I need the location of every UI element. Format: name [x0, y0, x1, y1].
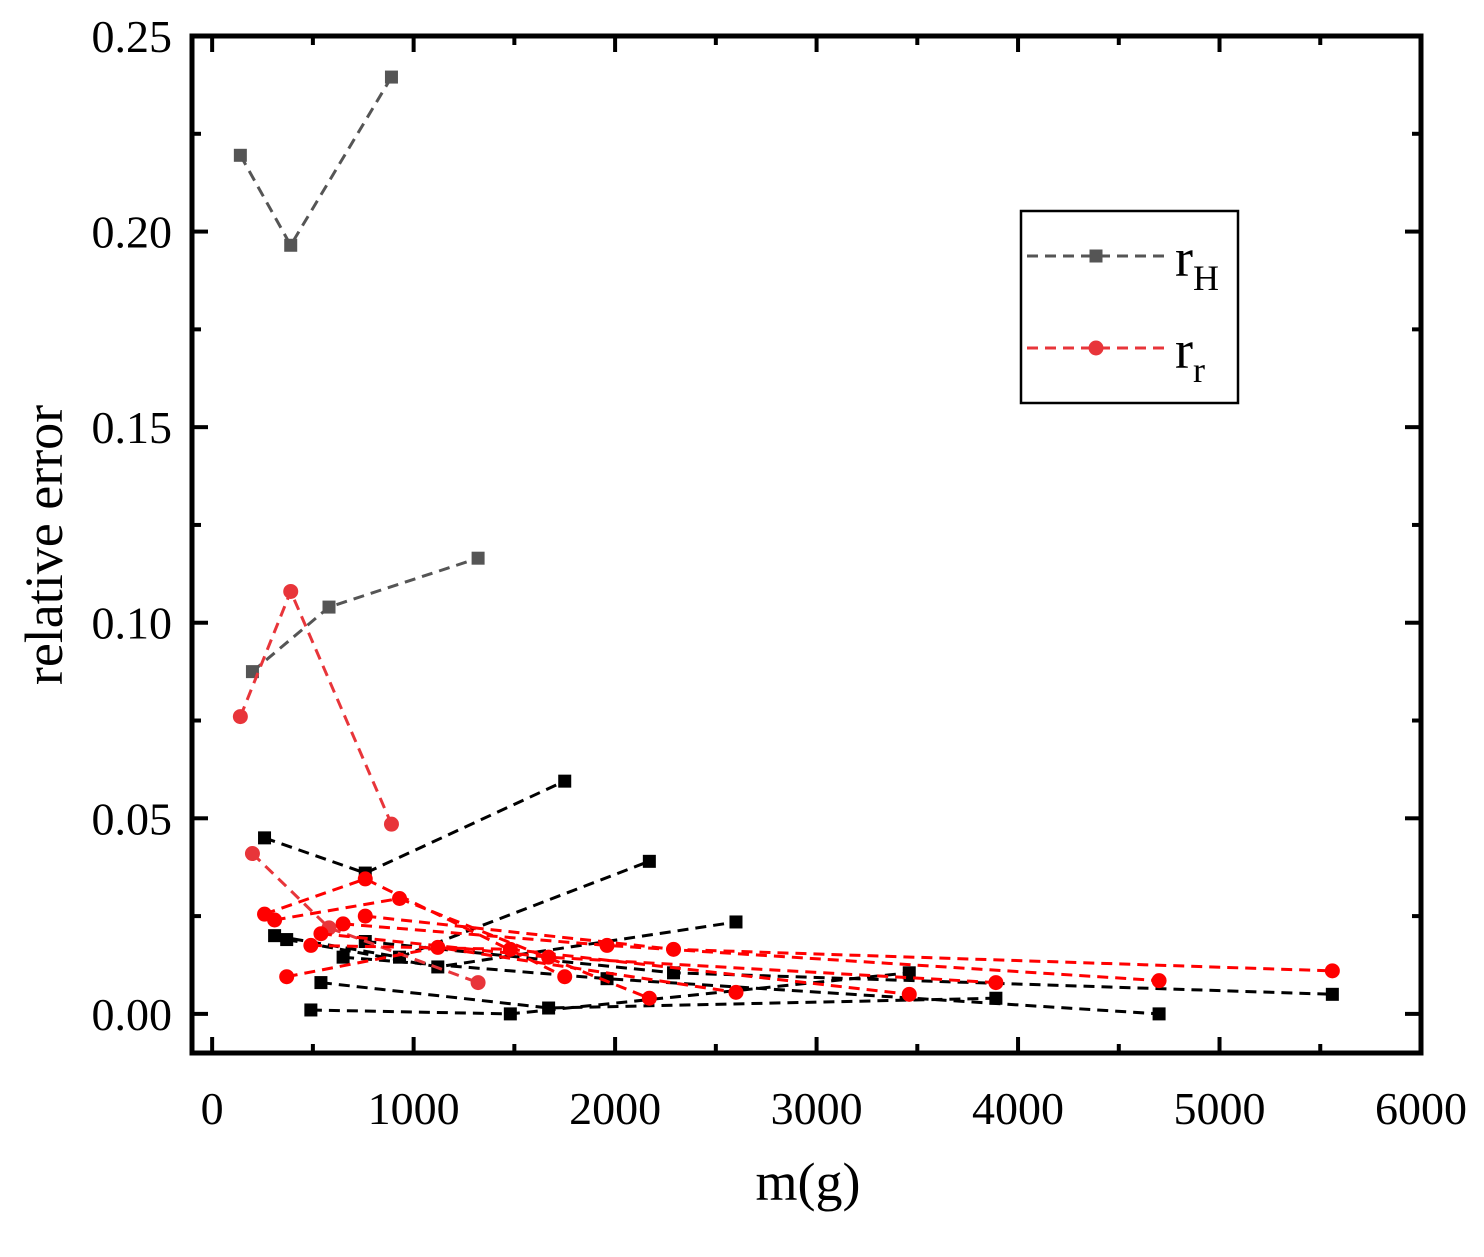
data-point: [304, 1003, 318, 1017]
legend-entry: rH: [1027, 228, 1219, 298]
data-point: [1325, 987, 1339, 1001]
data-point: [279, 969, 295, 985]
data-point: [642, 854, 656, 868]
data-point: [384, 70, 398, 84]
y-tick-label: 0.05: [92, 793, 173, 844]
series-layer: [232, 70, 1340, 1021]
series-6: [336, 950, 1166, 1021]
data-point: [600, 972, 614, 986]
data-point: [541, 949, 557, 965]
legend-subscript: H: [1193, 258, 1219, 298]
legend-marker: [1089, 249, 1103, 263]
axes-layer: 0 1000 2000 3000 4000 5000 6000 0.00 0.05 0.10 0.1…: [92, 11, 1468, 1134]
data-point: [357, 871, 373, 887]
y-tick-label: 0.15: [92, 402, 173, 453]
data-point: [1324, 963, 1340, 979]
series-line: [264, 779, 566, 875]
series-12: [257, 871, 573, 985]
data-point: [470, 975, 486, 991]
data-point: [335, 916, 351, 932]
data-point: [1151, 973, 1167, 989]
data-point: [280, 933, 294, 947]
plot-frame: [189, 33, 1424, 1056]
data-point: [471, 551, 485, 565]
series-10: [232, 583, 399, 832]
data-point: [232, 709, 248, 725]
legend-subscript: r: [1193, 350, 1205, 390]
data-point: [314, 976, 328, 990]
series-16: [313, 926, 1004, 991]
data-point: [322, 600, 336, 614]
data-point: [989, 991, 1003, 1005]
x-tick-label: 4000: [972, 1083, 1064, 1134]
legend-marker: [1088, 340, 1104, 356]
x-tick-label: 1000: [368, 1083, 460, 1134]
y-tick-label: 0.10: [92, 598, 173, 649]
data-point: [901, 986, 917, 1002]
data-point: [233, 148, 247, 162]
x-tick-label: 0: [201, 1083, 224, 1134]
series-line: [342, 922, 1160, 983]
data-point: [729, 915, 743, 929]
series-3: [258, 774, 572, 880]
series-line: [342, 955, 1160, 1016]
data-point: [303, 937, 319, 953]
x-tick-label: 2000: [569, 1083, 661, 1134]
data-point: [392, 890, 408, 906]
data-point: [641, 990, 657, 1006]
x-tick-label: 6000: [1375, 1083, 1467, 1134]
data-point: [1152, 1007, 1166, 1021]
legend-box: [1019, 209, 1240, 405]
data-point: [503, 1007, 517, 1021]
data-point: [383, 816, 399, 832]
series-line: [239, 587, 393, 825]
series-18: [357, 908, 1340, 979]
data-point: [666, 941, 682, 957]
x-tick-label: 3000: [771, 1083, 863, 1134]
series-line: [320, 981, 996, 1010]
series-line: [264, 877, 566, 979]
data-point: [728, 984, 744, 1000]
series-1: [233, 70, 398, 252]
data-point: [313, 926, 329, 942]
data-point: [336, 950, 350, 964]
series-line: [251, 556, 479, 673]
data-point: [284, 238, 298, 252]
series-line: [239, 76, 393, 249]
data-point: [244, 846, 260, 862]
data-point: [258, 831, 272, 845]
series-13: [267, 890, 657, 1006]
x-axis-title: m(g): [756, 1152, 861, 1212]
series-9: [304, 966, 916, 1021]
y-tick-label: 0.00: [92, 989, 173, 1040]
data-point: [558, 774, 572, 788]
legend-label: rH: [1175, 228, 1219, 298]
series-17: [335, 916, 1167, 989]
series-2: [245, 551, 485, 679]
data-point: [557, 969, 573, 985]
data-point: [283, 583, 299, 599]
data-point: [357, 908, 373, 924]
data-point: [267, 912, 283, 928]
y-tick-label: 0.20: [92, 207, 173, 258]
y-axis-title: relative error: [14, 405, 74, 685]
data-point: [988, 975, 1004, 991]
data-point: [268, 929, 282, 943]
x-tick-label: 5000: [1174, 1083, 1266, 1134]
series-line: [320, 932, 996, 985]
y-tick-label: 0.25: [92, 11, 173, 62]
